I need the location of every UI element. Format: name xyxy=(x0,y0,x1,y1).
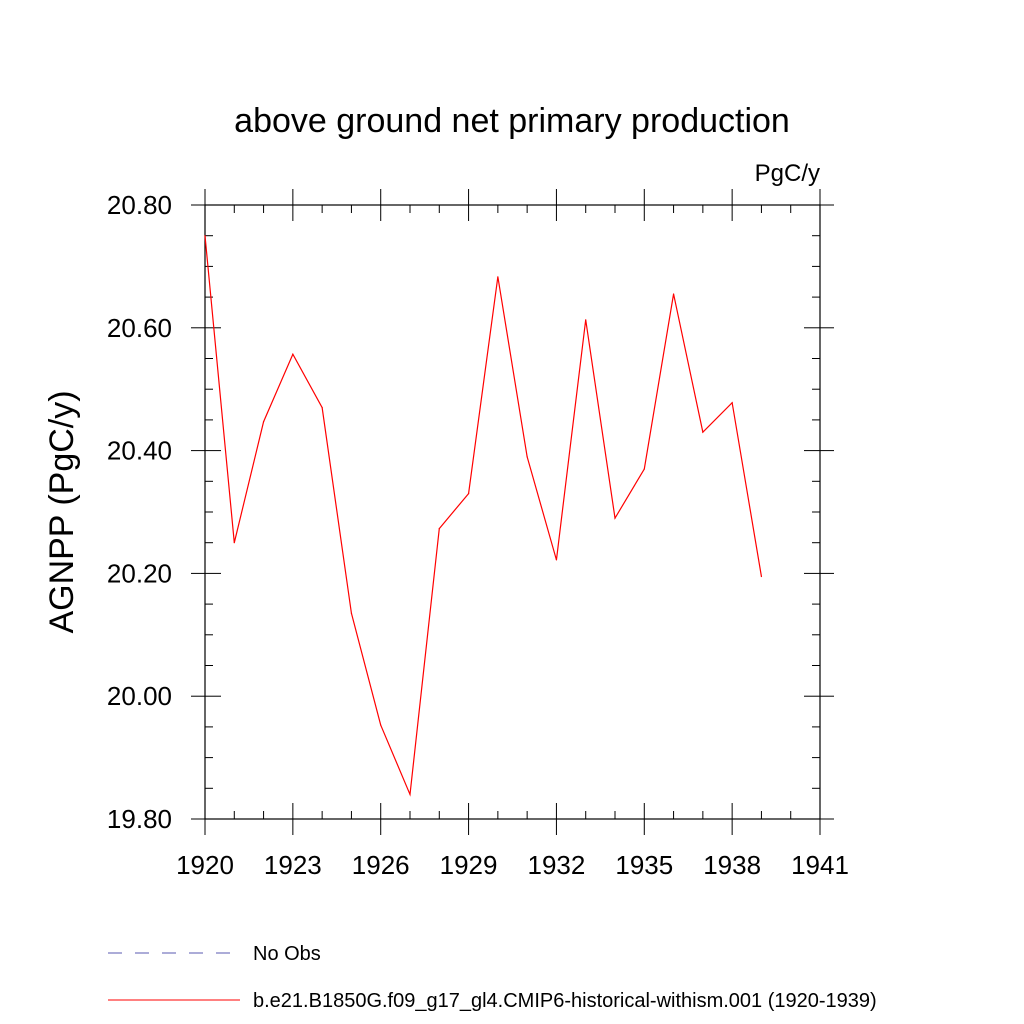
y-tick-label: 20.40 xyxy=(107,436,172,466)
x-tick-label: 1920 xyxy=(176,850,234,880)
x-tick-label: 1941 xyxy=(791,850,849,880)
legend-label: No Obs xyxy=(253,943,321,965)
legend: No Obs b.e21.B1850G.f09_g17_gl4.CMIP6-his… xyxy=(108,943,877,1012)
y-tick-label: 20.00 xyxy=(107,681,172,711)
y-tick-label: 20.20 xyxy=(107,558,172,588)
series-layer xyxy=(204,235,763,797)
x-axis-ticks: 1920 1923 1926 1929 1932 1935 1938 1941 xyxy=(176,189,849,880)
x-tick-label: 1926 xyxy=(352,850,410,880)
data-point xyxy=(526,456,528,458)
data-point xyxy=(233,542,235,544)
chart-title: above ground net primary production xyxy=(234,102,790,140)
data-point xyxy=(702,431,704,433)
y-axis-ticks: 19.80 20.00 20.20 20.40 20.60 20.80 xyxy=(107,190,834,834)
data-point xyxy=(497,276,499,278)
data-point xyxy=(614,517,616,519)
data-point xyxy=(292,353,294,355)
data-point xyxy=(438,527,440,530)
data-point xyxy=(585,319,587,321)
x-tick-label: 1938 xyxy=(703,850,761,880)
data-point xyxy=(380,724,382,726)
x-tick-label: 1932 xyxy=(528,850,586,880)
data-point xyxy=(467,492,470,495)
y-tick-label: 20.60 xyxy=(107,313,172,343)
data-point xyxy=(672,293,675,295)
y-axis-label: AGNPP (PgC/y) xyxy=(43,390,81,633)
data-point xyxy=(321,407,323,409)
data-point xyxy=(643,468,645,470)
plot-frame xyxy=(204,204,821,820)
legend-label: b.e21.B1850G.f09_g17_gl4.CMIP6-historica… xyxy=(253,990,877,1012)
data-point xyxy=(409,793,411,796)
data-point xyxy=(262,421,265,423)
units-label: PgC/y xyxy=(755,160,820,187)
data-point xyxy=(760,575,763,578)
x-tick-label: 1923 xyxy=(264,850,322,880)
data-point xyxy=(555,559,558,561)
data-point xyxy=(204,235,206,237)
data-point xyxy=(731,402,733,404)
y-tick-label: 19.80 xyxy=(107,804,172,834)
y-tick-label: 20.80 xyxy=(107,190,172,220)
data-point xyxy=(350,612,353,614)
x-tick-label: 1929 xyxy=(440,850,498,880)
x-tick-label: 1935 xyxy=(615,850,673,880)
series-line xyxy=(204,235,763,797)
